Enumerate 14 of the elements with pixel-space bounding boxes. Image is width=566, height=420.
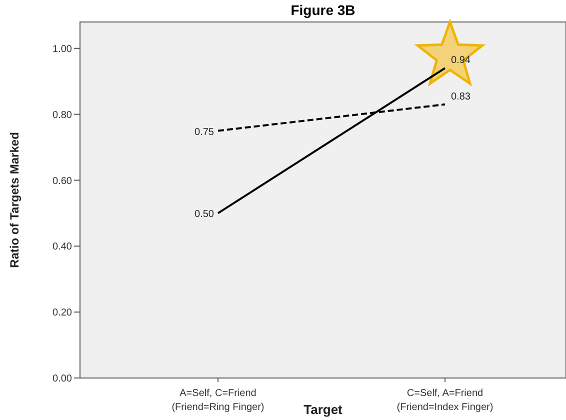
y-tick-label: 1.00 bbox=[52, 44, 72, 55]
x-tick-label: A=Self, C=Friend (Friend=Ring Finger) bbox=[172, 388, 264, 413]
data-label: 0.83 bbox=[451, 91, 471, 102]
y-tick-label: 0.60 bbox=[52, 176, 72, 187]
data-label: 0.50 bbox=[194, 209, 214, 220]
y-axis-title: Ratio of Targets Marked bbox=[7, 132, 22, 268]
chart-title: Figure 3B bbox=[290, 2, 356, 18]
x-axis-title: Target bbox=[304, 402, 344, 417]
y-tick-label: 0.40 bbox=[52, 242, 72, 253]
y-tick-label: 0.20 bbox=[52, 308, 72, 319]
x-tick-label: C=Self, A=Friend (Friend=Index Finger) bbox=[396, 388, 494, 413]
data-label: 0.75 bbox=[194, 126, 214, 138]
y-tick-label: 0.80 bbox=[52, 110, 72, 121]
y-tick-label: 0.00 bbox=[52, 374, 72, 385]
